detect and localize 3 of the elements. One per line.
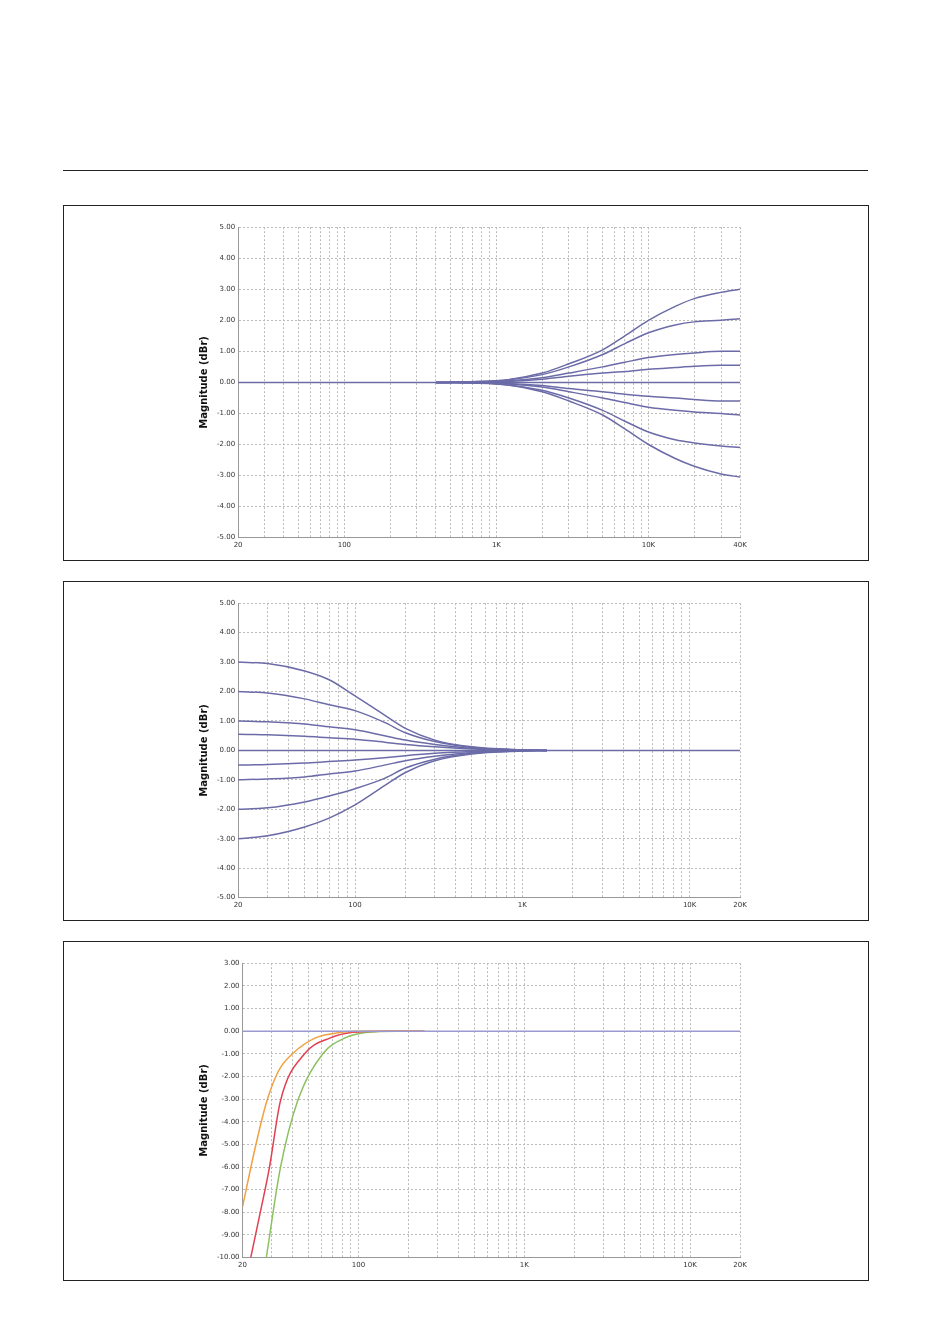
y-axis-title: Magnitude (dBr) bbox=[197, 336, 209, 429]
y-axis-title: Magnitude (dBr) bbox=[197, 704, 209, 797]
y-axis-title: Magnitude (dBr) bbox=[197, 1064, 209, 1157]
